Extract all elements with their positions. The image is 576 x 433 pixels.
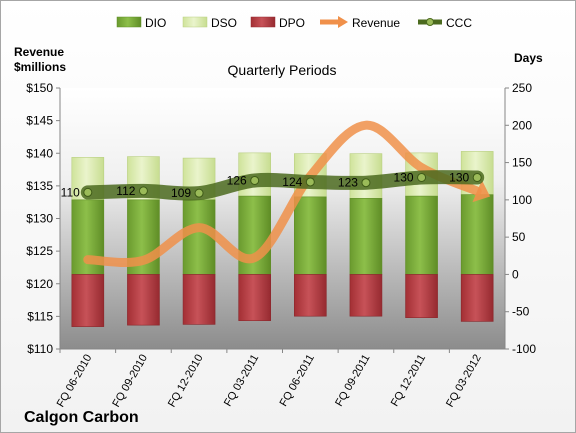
left-axis-tick-label: $110 bbox=[27, 342, 53, 356]
bar-dpo bbox=[294, 274, 327, 317]
right-axis-tick-label: 200 bbox=[512, 118, 532, 132]
bar-dpo bbox=[405, 274, 438, 318]
ccc-data-label: 130 bbox=[394, 170, 414, 184]
right-axis-tick-label: -50 bbox=[512, 305, 530, 319]
ccc-data-label: 123 bbox=[338, 176, 358, 190]
legend-label-revenue: Revenue bbox=[352, 16, 400, 30]
right-axis-title: Days bbox=[514, 51, 543, 65]
ccc-point bbox=[417, 172, 427, 182]
bar-dpo bbox=[127, 274, 160, 326]
right-axis-tick-label: 50 bbox=[512, 230, 526, 244]
left-axis-tick-label: $145 bbox=[26, 114, 53, 128]
ccc-point bbox=[194, 188, 204, 198]
legend-swatch-dso bbox=[182, 16, 208, 28]
revenue-series bbox=[83, 120, 491, 267]
bar-dio bbox=[349, 198, 383, 275]
left-axis-tick-label: $150 bbox=[26, 81, 53, 95]
right-axis-tick-label: 150 bbox=[512, 156, 532, 170]
legend-swatch-dpo bbox=[250, 16, 276, 28]
left-axis: $110 $115 $120 $125 $130 $135 $140 $145 $150 bbox=[26, 81, 60, 356]
chart-title: Quarterly Periods bbox=[228, 62, 337, 78]
ccc-point bbox=[138, 186, 148, 196]
left-axis-tick-label: $135 bbox=[26, 179, 53, 193]
bar-dio bbox=[238, 195, 271, 275]
left-axis-tick-label: $115 bbox=[27, 309, 53, 323]
ccc-line bbox=[80, 170, 485, 201]
bar-dpo bbox=[349, 274, 383, 317]
legend-swatch-dio bbox=[116, 16, 142, 28]
left-axis-tick-label: $130 bbox=[26, 212, 53, 226]
bar-dpo bbox=[460, 274, 494, 322]
bar-dio bbox=[460, 194, 494, 275]
revenue-arrowhead bbox=[472, 180, 491, 203]
ccc-point bbox=[305, 177, 315, 187]
ccc-data-label: 109 bbox=[171, 186, 191, 200]
bar-dio bbox=[294, 196, 327, 275]
legend-label-ccc: CCC bbox=[446, 16, 472, 30]
ccc-data-label: 110 bbox=[61, 185, 80, 199]
ccc-data-label: 126 bbox=[227, 173, 247, 187]
ccc-point bbox=[83, 187, 93, 197]
company-name: Calgon Carbon bbox=[24, 409, 139, 426]
legend-label-dso: DSO bbox=[211, 16, 237, 30]
left-axis-title-line1: Revenue bbox=[14, 45, 64, 59]
left-axis-tick-label: $120 bbox=[26, 277, 53, 291]
ccc-data-label: 130 bbox=[449, 170, 469, 184]
legend-arrowhead-revenue bbox=[338, 16, 348, 28]
legend-marker-ccc bbox=[426, 18, 434, 26]
bar-dio bbox=[405, 195, 438, 275]
legend-label-dio: DIO bbox=[145, 16, 166, 30]
ccc-point bbox=[361, 178, 371, 188]
left-axis-tick-label: $125 bbox=[26, 244, 53, 258]
right-axis-tick-label: -100 bbox=[512, 342, 536, 356]
revenue-line bbox=[83, 120, 482, 267]
ccc-data-label: 112 bbox=[116, 184, 135, 198]
bar-dpo bbox=[71, 274, 105, 327]
bar-dpo bbox=[238, 274, 271, 321]
right-axis-tick-label: 100 bbox=[512, 193, 532, 207]
ccc-point bbox=[472, 172, 482, 182]
right-axis-tick-label: 250 bbox=[512, 81, 532, 95]
bar-dio bbox=[182, 199, 216, 275]
legend-label-dpo: DPO bbox=[279, 16, 305, 30]
ccc-point bbox=[250, 175, 260, 185]
bar-dpo bbox=[182, 274, 216, 325]
right-axis: -100 -50 0 50 100 150 200 250 bbox=[505, 81, 536, 356]
legend: DIO DSO DPO Revenue CCC bbox=[116, 16, 472, 30]
ccc-data-label: 124 bbox=[282, 175, 302, 189]
right-axis-tick-label: 0 bbox=[512, 267, 519, 281]
left-axis-tick-label: $140 bbox=[26, 146, 53, 160]
ccc-series: 110 112 109 126 124 123 130 130 bbox=[61, 170, 485, 201]
left-axis-title-line2: $millions bbox=[14, 60, 66, 74]
